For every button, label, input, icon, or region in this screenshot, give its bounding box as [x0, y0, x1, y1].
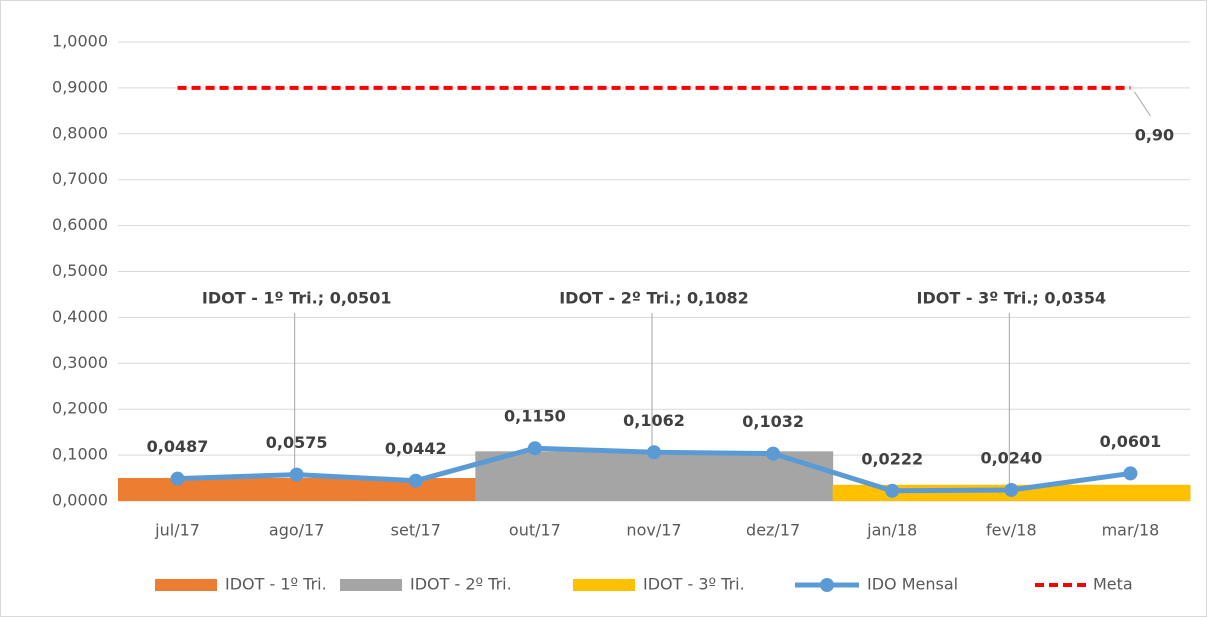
x-tick-label: ago/17	[269, 521, 325, 540]
y-tick-label: 0,8000	[52, 123, 108, 142]
point	[408, 473, 423, 488]
legend-label: IDOT - 2º Tri.	[410, 575, 512, 594]
x-tick-label: fev/18	[986, 521, 1037, 540]
y-tick-label: 0,2000	[52, 399, 108, 418]
y-tick-label: 0,9000	[52, 77, 108, 96]
legend-label: IDO Mensal	[867, 575, 958, 594]
x-tick-label: jan/18	[866, 521, 917, 540]
leader-line	[1134, 91, 1151, 117]
x-tick-label: out/17	[509, 521, 561, 540]
bar	[118, 478, 238, 501]
y-tick-label: 0,1000	[52, 445, 108, 464]
bar	[356, 478, 476, 501]
legend-swatch	[573, 579, 635, 591]
point-label: 0,1150	[504, 407, 566, 426]
legend-swatch	[340, 579, 402, 591]
target-label: 0,90	[1135, 125, 1174, 144]
legend-label: IDOT - 3º Tri.	[643, 575, 745, 594]
y-tick-label: 0,0000	[52, 491, 108, 510]
x-tick-label: mar/18	[1102, 521, 1160, 540]
point	[527, 441, 542, 456]
point	[766, 446, 781, 461]
point-label: 0,1062	[623, 411, 685, 430]
point-label: 0,0601	[1100, 432, 1162, 451]
point-label: 0,0240	[980, 448, 1042, 467]
legend-label: Meta	[1093, 575, 1133, 594]
y-tick-label: 0,6000	[52, 215, 108, 234]
point-label: 0,0442	[385, 439, 447, 458]
point	[1123, 466, 1138, 481]
point-label: 0,0575	[266, 433, 328, 452]
bar-label: IDOT - 3º Tri.; 0,0354	[917, 289, 1107, 308]
y-tick-label: 0,3000	[52, 353, 108, 372]
point	[647, 445, 661, 460]
x-tick-label: dez/17	[746, 521, 800, 540]
bar	[237, 478, 357, 501]
point	[1004, 482, 1019, 497]
bar-label: IDOT - 2º Tri.; 0,1082	[559, 289, 749, 308]
point	[885, 483, 900, 498]
point-label: 0,0487	[147, 437, 209, 456]
legend-label: IDOT - 1º Tri.	[225, 575, 327, 594]
y-tick-label: 0,5000	[52, 261, 108, 280]
point	[170, 471, 185, 486]
x-tick-label: jul/17	[154, 521, 200, 540]
y-tick-label: 0,4000	[52, 307, 108, 326]
y-tick-label: 1,0000	[52, 32, 108, 51]
y-tick-label: 0,7000	[52, 169, 108, 188]
legend-swatch	[820, 578, 834, 592]
bar-label: IDOT - 1º Tri.; 0,0501	[202, 289, 392, 308]
legend-swatch	[155, 579, 217, 591]
x-tick-label: nov/17	[626, 521, 681, 540]
bar	[594, 451, 715, 501]
x-tick-label: set/17	[391, 521, 441, 540]
bar	[1070, 484, 1191, 501]
point	[289, 467, 304, 482]
point-label: 0,0222	[861, 449, 923, 468]
point-label: 0,1032	[742, 412, 804, 431]
